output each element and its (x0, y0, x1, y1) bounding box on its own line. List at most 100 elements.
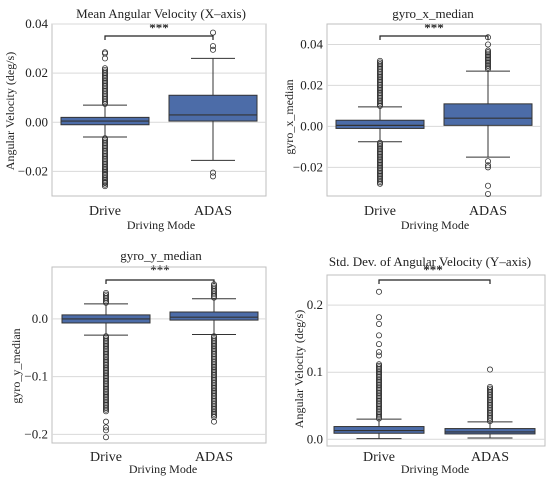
outlier-point (103, 381, 110, 388)
outlier-point (102, 149, 109, 156)
ytick-label: 0.0 (307, 431, 323, 446)
panel-4: Std. Dev. of Angular Velocity (Y–axis) A… (292, 254, 546, 476)
outlier-point (102, 68, 109, 75)
outlier-point (103, 334, 110, 341)
outlier-point (375, 365, 382, 372)
outlier-point (484, 190, 491, 197)
outlier-point (210, 281, 217, 288)
outlier-point (375, 361, 382, 368)
panel-2-ylabel: gyro_x_median (282, 79, 296, 154)
outlier-point (375, 367, 382, 374)
outlier-point (375, 369, 382, 376)
outlier-point (209, 29, 216, 36)
panel-4-plot: 0.0 0.1 0.2 (307, 274, 546, 447)
outlier-point (102, 173, 109, 180)
outlier-point (209, 43, 216, 50)
outlier-point (375, 364, 382, 371)
outlier-point (103, 369, 110, 376)
outlier-point (103, 434, 110, 441)
outlier-point (375, 372, 382, 379)
plot-frame (326, 274, 546, 447)
outlier-point (376, 158, 383, 165)
panel-4-ylabel: Angular Velocity (deg/s) (292, 310, 306, 428)
outlier-point (484, 47, 491, 54)
iqr-box (335, 119, 425, 129)
outlier-point (102, 156, 109, 163)
outlier-point (375, 386, 382, 393)
outlier-point (484, 53, 491, 60)
panel-2: gyro_x_median gyro_x_median Driving Mode… (282, 6, 542, 232)
outlier-point (210, 418, 217, 425)
outlier-point (103, 344, 110, 351)
outlier-point (375, 332, 382, 339)
outlier-point (376, 161, 383, 168)
outlier-point (376, 149, 383, 156)
outlier-point (376, 61, 383, 68)
outlier-point (375, 380, 382, 387)
outlier-point (103, 403, 110, 410)
outlier-point (376, 172, 383, 179)
box-adas (444, 366, 536, 439)
iqr-box (443, 103, 533, 126)
outlier-point (486, 383, 493, 390)
ytick-label: 0.1 (307, 364, 323, 379)
outlier-point (484, 55, 491, 62)
outlier-point (103, 368, 110, 375)
outlier-point (375, 393, 382, 400)
outlier-point (102, 146, 109, 153)
iqr-box (333, 426, 425, 434)
outlier-point (375, 378, 382, 385)
outlier-point (103, 382, 110, 389)
outlier-point (102, 154, 109, 161)
outlier-point (103, 398, 110, 405)
outlier-point (210, 282, 217, 289)
outlier-point (484, 52, 491, 59)
significance-bracket (379, 35, 489, 40)
outlier-point (102, 157, 109, 164)
outlier-point (375, 397, 382, 404)
outlier-point (103, 355, 110, 362)
outlier-point (375, 399, 382, 406)
outlier-point (375, 407, 382, 414)
outlier-point (375, 362, 382, 369)
outlier-point (103, 401, 110, 408)
box-adas (168, 29, 258, 180)
outlier-point (375, 409, 382, 416)
outlier-point (103, 333, 110, 340)
outlier-point (102, 143, 109, 150)
outlier-point (484, 59, 491, 66)
outlier-point (376, 171, 383, 178)
outlier-point (375, 389, 382, 396)
outlier-point (102, 135, 109, 142)
outlier-point (375, 405, 382, 412)
ytick-label: 0.02 (25, 65, 48, 80)
outlier-point (103, 289, 110, 296)
outlier-point (375, 412, 382, 419)
outlier-point (103, 395, 110, 402)
panel-3-xtick-adas: ADAS (195, 450, 233, 465)
outlier-point (486, 385, 493, 392)
outlier-point (210, 334, 217, 341)
outlier-point (103, 346, 110, 353)
outlier-point (484, 56, 491, 63)
outlier-point (102, 171, 109, 178)
panel-4-significance: *** (423, 262, 443, 277)
outlier-point (375, 377, 382, 384)
outlier-point (103, 387, 110, 394)
outlier-point (102, 179, 109, 186)
box-drive (333, 288, 425, 440)
outlier-point (375, 352, 382, 359)
outlier-point (102, 50, 109, 57)
outlier-point (103, 360, 110, 367)
outlier-point (103, 374, 110, 381)
outlier-point (375, 381, 382, 388)
outlier-point (103, 384, 110, 391)
panel-4-xlabel: Driving Mode (401, 462, 469, 476)
outlier-point (102, 138, 109, 145)
ytick-label: −0.02 (18, 163, 48, 178)
outlier-point (102, 136, 109, 143)
panel-3-plot: −0.2 −0.1 0.0 (24, 266, 267, 444)
panel-2-plot: −0.02 0.00 0.02 0.04 (293, 23, 542, 197)
outlier-point (375, 388, 382, 395)
outlier-point (103, 371, 110, 378)
